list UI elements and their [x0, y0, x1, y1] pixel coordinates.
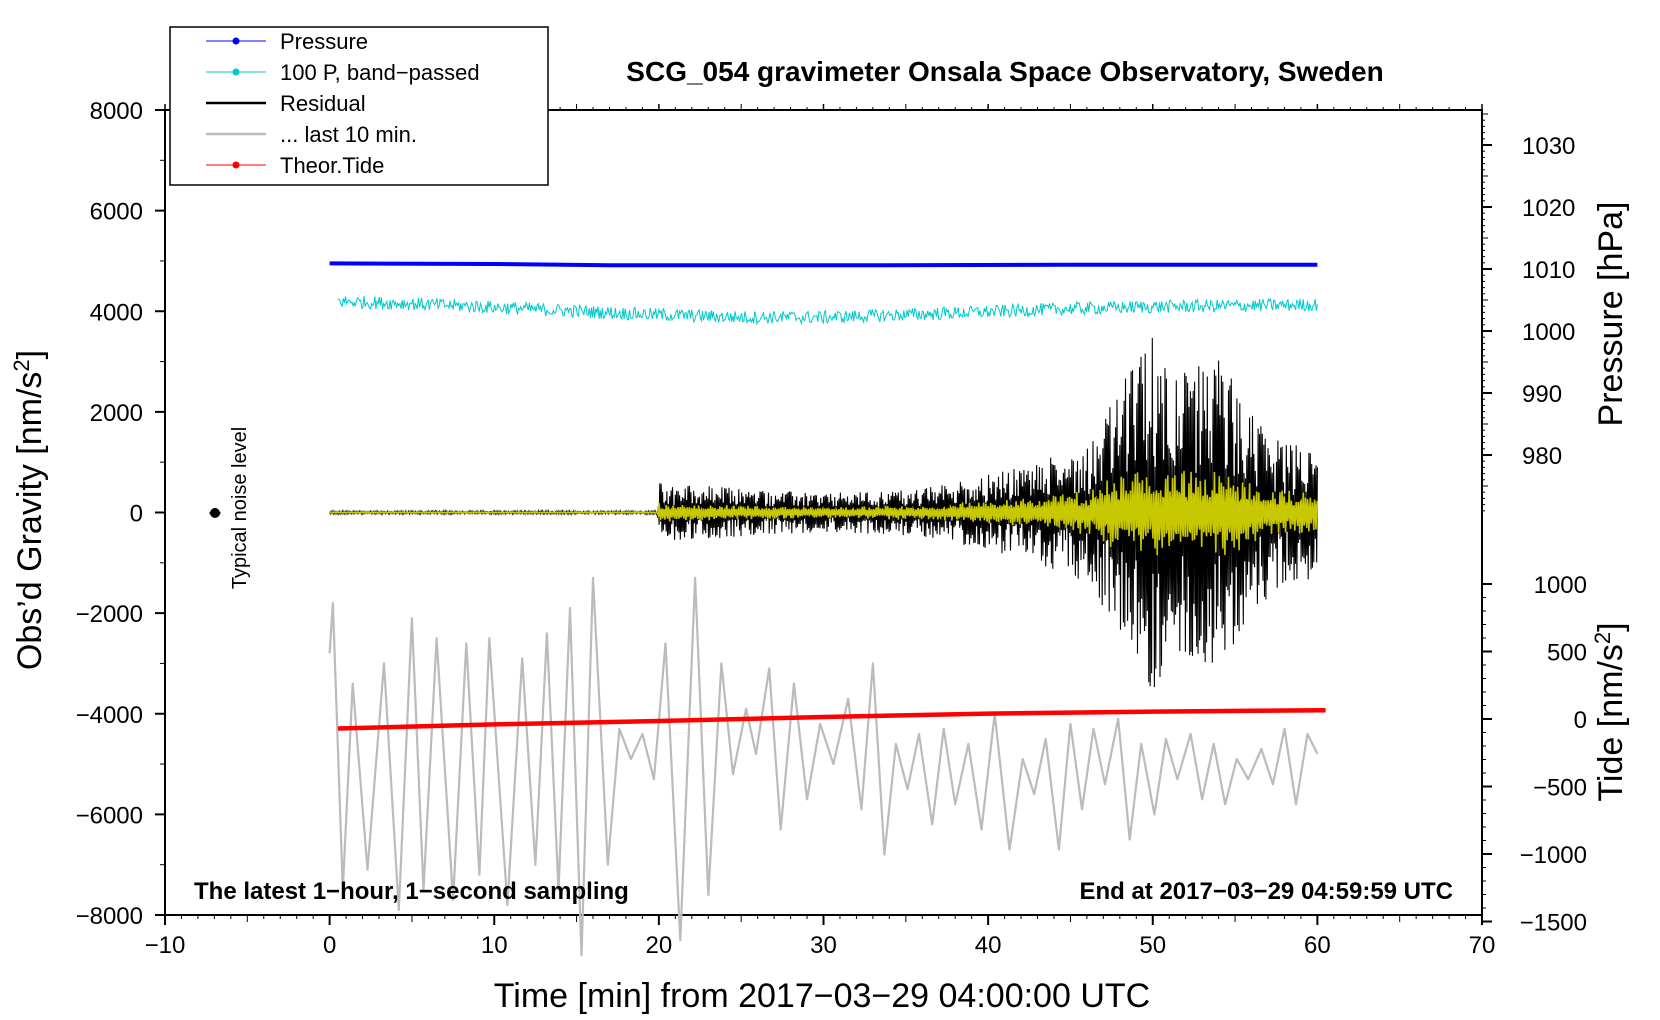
- tide-title-main: Tide [nm/s: [1592, 644, 1630, 801]
- tide-tick-label: 500: [1547, 640, 1587, 667]
- tide-tick-label: 1000: [1534, 572, 1587, 599]
- tide-series: [337, 707, 1326, 731]
- x-tick-label: −10: [145, 932, 186, 959]
- legend-label: ... last 10 min.: [280, 122, 417, 147]
- pressure-axis-title: Pressure [hPa]: [1592, 202, 1630, 427]
- pressure-line: [329, 261, 1318, 268]
- tide-tick-label: −500: [1533, 775, 1587, 802]
- residual-filtered-trace: [329, 470, 1319, 556]
- y-tick-label: 8000: [90, 98, 143, 125]
- pressure-tick-label: 1000: [1522, 319, 1575, 346]
- tide-tick-label: 0: [1574, 707, 1587, 734]
- y-left-title-sup: 2: [9, 359, 34, 371]
- legend-label: 100 P, band−passed: [280, 60, 480, 85]
- legend-marker: [232, 68, 240, 76]
- pressure-tick-label: 1010: [1522, 257, 1575, 284]
- tide-tick-label: −1000: [1520, 842, 1587, 869]
- legend-label: Residual: [280, 91, 366, 116]
- noise-level-marker: Typical noise level: [209, 427, 251, 589]
- noise-level-point: [210, 508, 220, 518]
- legend-marker: [232, 161, 240, 169]
- chart-title: SCG_054 gravimeter Onsala Space Observat…: [626, 56, 1383, 87]
- x-tick-label: 40: [975, 932, 1002, 959]
- x-tick-label: 60: [1304, 932, 1331, 959]
- pressure-tick-label: 1030: [1522, 133, 1575, 160]
- x-tick-label: 0: [323, 932, 336, 959]
- legend-label: Pressure: [280, 29, 368, 54]
- y-tick-label: −2000: [76, 601, 143, 628]
- x-tick-label: 50: [1139, 932, 1166, 959]
- tide-title-close: ]: [1592, 622, 1630, 631]
- x-axis-ticks: −10 0 10 20 30 40 50 60 70: [145, 104, 1496, 959]
- y-tick-label: 2000: [90, 400, 143, 427]
- pressure-tick-label: 1020: [1522, 195, 1575, 222]
- y-left-axis-title: Obs’d Gravity [nm/s2]: [9, 350, 49, 670]
- y-tick-label: 6000: [90, 199, 143, 226]
- y-tick-label: 0: [130, 501, 143, 528]
- legend: Pressure 100 P, band−passed Residual ... la…: [169, 26, 549, 186]
- pressure-tick-label: 980: [1522, 443, 1562, 470]
- tide-tick-label: −1500: [1520, 910, 1587, 937]
- pressure-tick-label: 990: [1522, 381, 1562, 408]
- y-left-title-main: Obs’d Gravity [nm/s: [11, 372, 49, 671]
- footer-right: End at 2017−03−29 04:59:59 UTC: [1079, 878, 1453, 905]
- footer-left: The latest 1−hour, 1−second sampling: [194, 878, 629, 905]
- legend-marker: [232, 37, 240, 45]
- pressure-series: [329, 261, 1318, 268]
- x-axis-title: Time [min] from 2017−03−29 04:00:00 UTC: [494, 977, 1150, 1015]
- pressure-axis-ticks: 1030 1020 1010 1000 990 980: [1482, 113, 1575, 512]
- noise-level-label: Typical noise level: [229, 427, 251, 589]
- x-tick-label: 10: [481, 932, 508, 959]
- last-10-min-line: [328, 576, 1319, 957]
- x-tick-label: 70: [1469, 932, 1496, 959]
- tide-title-sup: 2: [1590, 632, 1615, 644]
- legend-label: Theor.Tide: [280, 153, 384, 178]
- y-tick-label: −6000: [76, 802, 143, 829]
- y-tick-label: −4000: [76, 702, 143, 729]
- y-tick-label: 4000: [90, 299, 143, 326]
- y-tick-label: −8000: [76, 903, 143, 930]
- tide-line: [337, 707, 1326, 731]
- bandpassed-pressure-line: [337, 295, 1318, 326]
- tide-axis-ticks: 1000 500 0 −500 −1000 −1500: [1482, 572, 1587, 937]
- last-10-min-series: [328, 576, 1319, 957]
- legend-box: [169, 26, 549, 186]
- residual-filtered-line: [329, 470, 1319, 556]
- tide-axis-title: Tide [nm/s2]: [1590, 622, 1630, 801]
- x-tick-label: 30: [810, 932, 837, 959]
- y-left-title-close: ]: [11, 350, 49, 359]
- x-tick-label: 20: [646, 932, 673, 959]
- bandpassed-pressure-series: [337, 295, 1318, 326]
- y-left-axis-ticks: 8000 6000 4000 2000 0 −2000 −4000 −6000 −8000: [76, 98, 165, 930]
